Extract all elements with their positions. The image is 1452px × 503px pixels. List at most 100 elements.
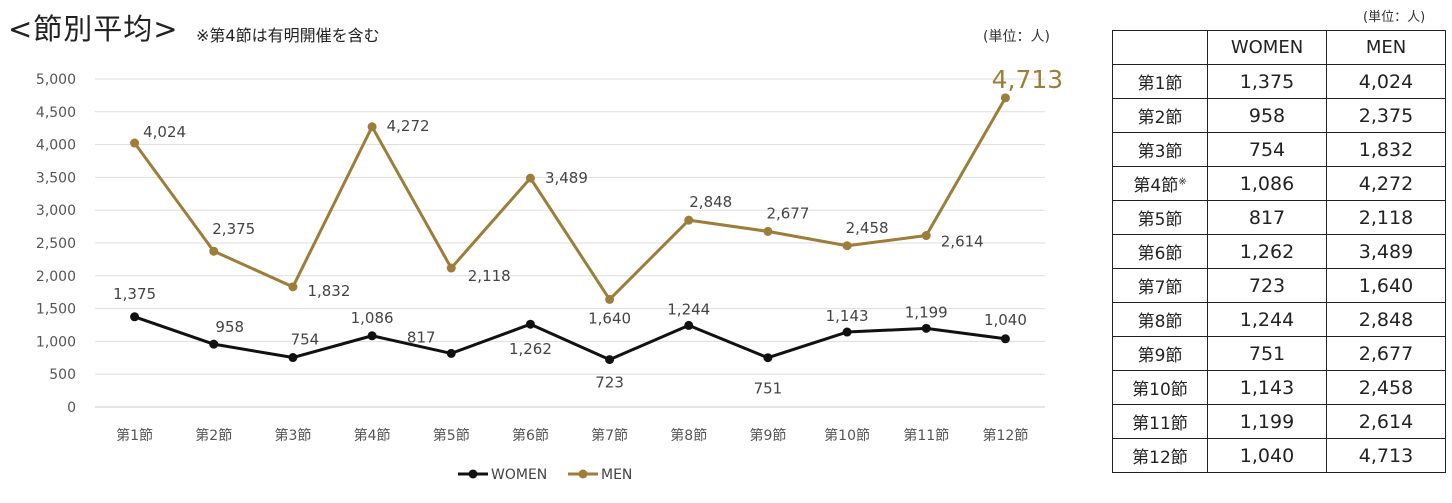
men-data-point: [684, 215, 694, 225]
women-data-label: 1,244: [667, 300, 710, 318]
men-data-label: 1,640: [588, 309, 631, 327]
legend-men-label: MEN: [601, 467, 632, 483]
men-series-line: [133, 97, 1007, 301]
women-data-label: 754: [291, 331, 320, 349]
table-cell-men: 3,489: [1326, 234, 1446, 269]
table-row: 第3節 754 1,832: [1112, 132, 1446, 167]
x-tick-label: 第1節: [116, 427, 153, 444]
y-tick-label: 2,500: [36, 236, 76, 252]
table-row-label: 第11節: [1112, 404, 1208, 439]
men-data-label: 2,614: [941, 233, 984, 251]
women-data-point: [605, 355, 615, 365]
row-label-text: 第11節: [1132, 414, 1188, 434]
table-header-blank: [1112, 30, 1208, 65]
table-cell-women: 1,375: [1207, 64, 1327, 99]
women-data-label: 751: [754, 380, 783, 398]
table-row: 第10節 1,143 2,458: [1112, 370, 1446, 405]
table-cell-women: 723: [1207, 268, 1327, 303]
x-tick-label: 第5節: [433, 427, 470, 444]
men-data-label: 3,489: [545, 169, 588, 187]
table-cell-women: 1,086: [1207, 166, 1327, 201]
x-tick-label: 第11節: [903, 427, 949, 444]
men-data-label: 2,458: [846, 219, 889, 237]
x-tick-label: 第6節: [512, 427, 549, 444]
table-row-label: 第7節: [1112, 268, 1208, 303]
men-data-point: [130, 138, 140, 148]
table-row-label: 第2節: [1112, 98, 1208, 133]
row-label-text: 第4節: [1133, 176, 1179, 196]
table-row: 第1節 1,375 4,024: [1112, 64, 1446, 99]
table-row-label: 第10節: [1112, 370, 1208, 405]
women-data-point: [1000, 334, 1010, 344]
women-data-label: 1,143: [826, 307, 869, 325]
x-tick-label: 第4節: [354, 427, 391, 444]
women-data-label: 1,262: [509, 340, 552, 358]
women-data-point: [842, 327, 852, 337]
table-row: 第6節 1,262 3,489: [1112, 234, 1446, 269]
row-label-text: 第9節: [1137, 346, 1183, 366]
y-tick-label: 500: [49, 367, 76, 383]
y-tick-label: 1,500: [36, 302, 76, 318]
row-label-text: 第7節: [1137, 278, 1183, 298]
table-cell-women: 958: [1207, 98, 1327, 133]
attendance-line-chart: 0 500 1,000 1,500 2,000 2,500 3,000 3,500 4,000 4…: [36, 65, 1064, 483]
y-tick-label: 4,000: [36, 138, 76, 154]
row-label-text: 第1節: [1137, 74, 1183, 94]
table-cell-women: 1,143: [1207, 370, 1327, 405]
table-cell-men: 1,640: [1326, 268, 1446, 303]
legend-women-marker: [468, 469, 478, 479]
x-tick-label: 第9節: [749, 427, 786, 444]
table-cell-women: 754: [1207, 132, 1327, 167]
men-data-point: [842, 241, 852, 251]
x-tick-label: 第8節: [670, 427, 707, 444]
row-label-text: 第8節: [1137, 312, 1183, 332]
x-tick-label: 第2節: [195, 427, 232, 444]
women-data-point: [921, 323, 931, 333]
x-tick-label: 第3節: [274, 427, 311, 444]
men-data-label: 4,272: [387, 117, 430, 135]
table-row: 第11節 1,199 2,614: [1112, 404, 1446, 439]
table-row: 第9節 751 2,677: [1112, 336, 1446, 371]
men-data-point: [288, 282, 298, 292]
women-data-point: [446, 348, 456, 358]
table-cell-men: 4,024: [1326, 64, 1446, 99]
women-data-point: [763, 353, 773, 363]
venue-note: ※第4節は有明開催を含む: [196, 26, 380, 45]
table-header-row: WOMEN MEN: [1112, 30, 1446, 65]
table-cell-men: 1,832: [1326, 132, 1446, 167]
women-data-label: 958: [215, 318, 244, 336]
men-data-label: 4,024: [143, 123, 186, 141]
table-unit-label: (単位：人): [1363, 10, 1426, 25]
men-data-point: [446, 263, 456, 273]
women-data-label: 723: [595, 374, 624, 392]
table-cell-men: 2,848: [1326, 302, 1446, 337]
table-cell-women: 1,244: [1207, 302, 1327, 337]
table-header-women: WOMEN: [1207, 30, 1327, 65]
men-data-point: [209, 246, 219, 256]
y-tick-label: 0: [67, 400, 76, 416]
men-data-label: 2,848: [689, 193, 732, 211]
men-data-point: [763, 226, 773, 236]
table-cell-men: 4,713: [1326, 438, 1446, 473]
row-label-text: 第12節: [1132, 448, 1188, 468]
table-row-label: 第12節: [1112, 438, 1208, 473]
table-cell-men: 2,458: [1326, 370, 1446, 405]
women-data-point: [130, 312, 140, 322]
y-tick-label: 3,500: [36, 170, 76, 186]
women-data-label: 1,375: [113, 285, 156, 303]
table-row: 第5節 817 2,118: [1112, 200, 1446, 235]
men-data-label: 4,713: [992, 65, 1064, 94]
table-row-label: 第5節: [1112, 200, 1208, 235]
table-cell-women: 1,199: [1207, 404, 1327, 439]
table-row-label: 第8節: [1112, 302, 1208, 337]
women-data-point: [209, 339, 219, 349]
table-row: 第2節 958 2,375: [1112, 98, 1446, 133]
women-data-label: 1,199: [905, 303, 948, 321]
women-data-point: [288, 353, 298, 363]
table-row-label: 第6節: [1112, 234, 1208, 269]
legend-women-label: WOMEN: [491, 467, 547, 483]
men-data-point: [525, 173, 535, 183]
table-cell-men: 2,614: [1326, 404, 1446, 439]
table-header-men: MEN: [1326, 30, 1446, 65]
men-data-point: [367, 122, 377, 132]
